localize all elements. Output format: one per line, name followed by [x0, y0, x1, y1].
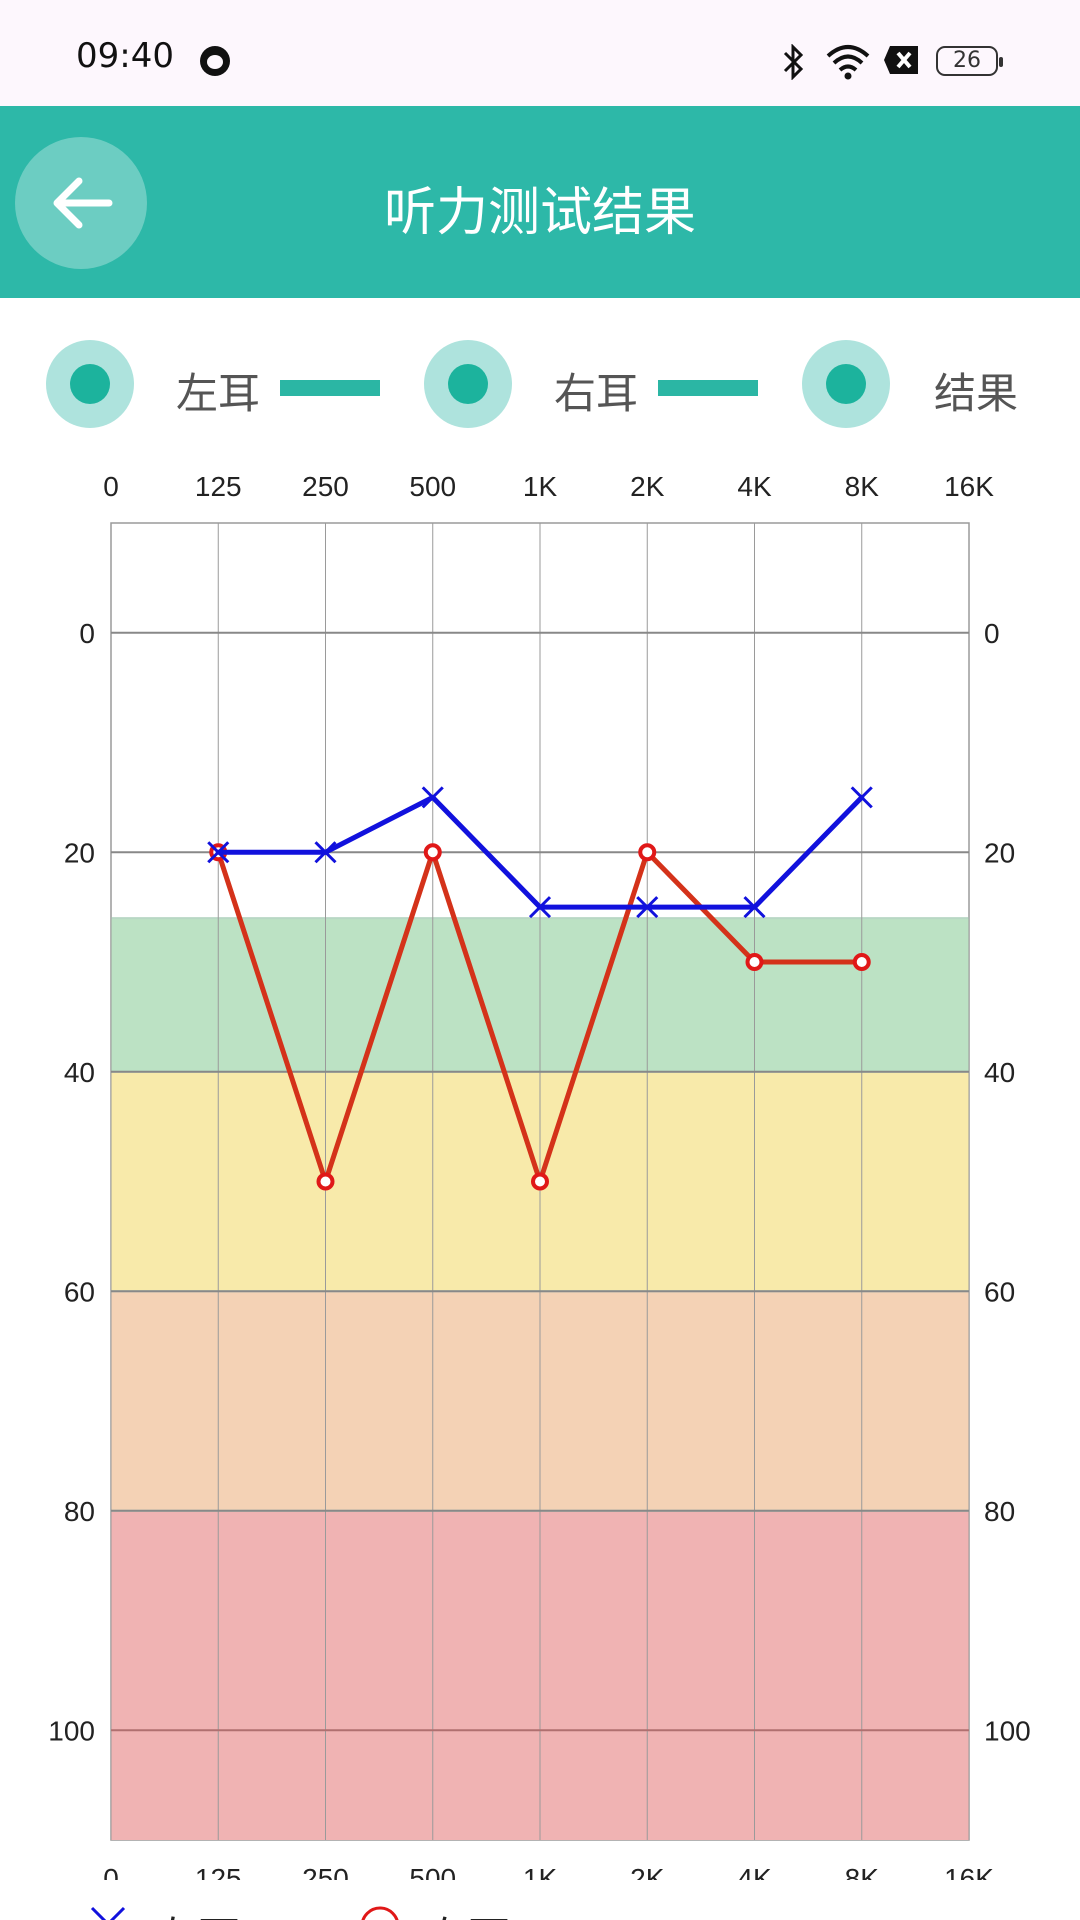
legend-right-ear: 右耳 — [426, 1904, 510, 1920]
data-point-x-marker — [314, 841, 337, 864]
y-tick-label-right: 80 — [984, 1496, 1015, 1527]
series-line-segment — [323, 849, 436, 1184]
x-tick-label-top: 500 — [409, 471, 456, 502]
x-tick-label-bottom: 16K — [944, 1863, 994, 1880]
series-line-segment — [430, 849, 543, 1184]
x-tick-label-top: 1K — [523, 471, 558, 502]
x-tick-label-bottom: 500 — [409, 1863, 456, 1880]
result-radio[interactable] — [802, 340, 890, 428]
x-tick-label-bottom: 125 — [195, 1863, 242, 1880]
y-tick-label-left: 80 — [64, 1496, 95, 1527]
x-tick-label-bottom: 2K — [630, 1863, 665, 1880]
x-tick-label-top: 125 — [195, 471, 242, 502]
data-point-circle-marker — [638, 843, 657, 862]
tab-result-label[interactable]: 结果 — [934, 369, 1019, 418]
x-tick-label-bottom: 8K — [845, 1863, 880, 1880]
tab-right-ear-label[interactable]: 右耳 — [554, 369, 639, 418]
y-tick-label-left: 0 — [79, 618, 95, 649]
y-tick-label-left: 100 — [48, 1715, 95, 1746]
data-point-circle-marker — [423, 843, 442, 862]
data-point-circle-marker — [316, 1172, 335, 1191]
tab-left-ear-label[interactable]: 左耳 — [176, 369, 261, 418]
notification-x-icon — [884, 44, 920, 80]
series-line-segment — [430, 794, 543, 910]
x-tick-label-bottom: 0 — [103, 1863, 119, 1880]
data-point-circle-marker — [531, 1172, 549, 1191]
data-point-x-marker — [743, 896, 766, 919]
series-line-segment — [752, 794, 865, 910]
status-bar: 09:40 26 — [0, 0, 1080, 106]
y-tick-label-right: 100 — [984, 1715, 1031, 1746]
y-tick-label-right: 60 — [984, 1276, 1015, 1307]
face-icon — [200, 46, 230, 76]
y-tick-label-left: 60 — [64, 1276, 95, 1307]
data-point-x-marker — [421, 786, 444, 809]
y-tick-label-left: 40 — [64, 1057, 95, 1088]
x-tick-label-bottom: 250 — [302, 1863, 349, 1880]
page-title: 听力测试结果 — [383, 183, 696, 243]
left-ear-line-swatch — [280, 380, 380, 396]
y-tick-label-right: 0 — [984, 618, 1000, 649]
chart-legend: 左耳 右耳 — [0, 1890, 1080, 1920]
circle-marker-icon — [358, 1904, 402, 1920]
status-time: 09:40 — [76, 36, 174, 76]
x-tick-label-top: 2K — [630, 471, 665, 502]
data-point-x-marker — [636, 896, 659, 919]
data-point-circle-marker — [745, 953, 764, 971]
x-tick-label-bottom: 1K — [523, 1863, 558, 1880]
arrow-left-icon — [53, 177, 113, 229]
x-tick-label-top: 250 — [302, 471, 349, 502]
x-tick-label-top: 16K — [944, 471, 994, 502]
right-ear-line-swatch — [658, 380, 758, 396]
bluetooth-icon — [782, 43, 806, 81]
app-bar — [0, 106, 1080, 298]
data-point-circle-marker — [852, 953, 871, 971]
battery-icon: 26 — [936, 46, 1003, 76]
x-tick-label-bottom: 4K — [737, 1863, 772, 1880]
y-tick-label-right: 20 — [984, 837, 1015, 868]
data-point-x-marker — [528, 896, 552, 919]
x-tick-label-top: 4K — [737, 471, 772, 502]
x-tick-label-top: 8K — [845, 471, 880, 502]
data-point-x-marker — [207, 841, 230, 864]
y-tick-label-right: 40 — [984, 1057, 1015, 1088]
series-line-segment — [323, 794, 436, 855]
right-ear-radio[interactable] — [424, 340, 512, 428]
y-tick-label-left: 20 — [64, 837, 95, 868]
ear-toggle-row: 左耳 右耳 结果 — [0, 340, 1080, 440]
x-tick-label-top: 0 — [103, 471, 119, 502]
audiogram-chart: 0 0 125 125 250 250 500 500 1K 1K 2K 2K 4K 4K 8K 8K 16K 1… — [48, 471, 1031, 1880]
series-line-segment — [215, 849, 328, 1184]
left-ear-radio[interactable] — [46, 340, 134, 428]
back-button[interactable] — [15, 137, 147, 269]
x-marker-icon — [88, 1904, 128, 1920]
legend-left-ear: 左耳 — [156, 1904, 240, 1920]
data-point-x-marker — [850, 786, 873, 809]
wifi-icon — [826, 44, 870, 80]
